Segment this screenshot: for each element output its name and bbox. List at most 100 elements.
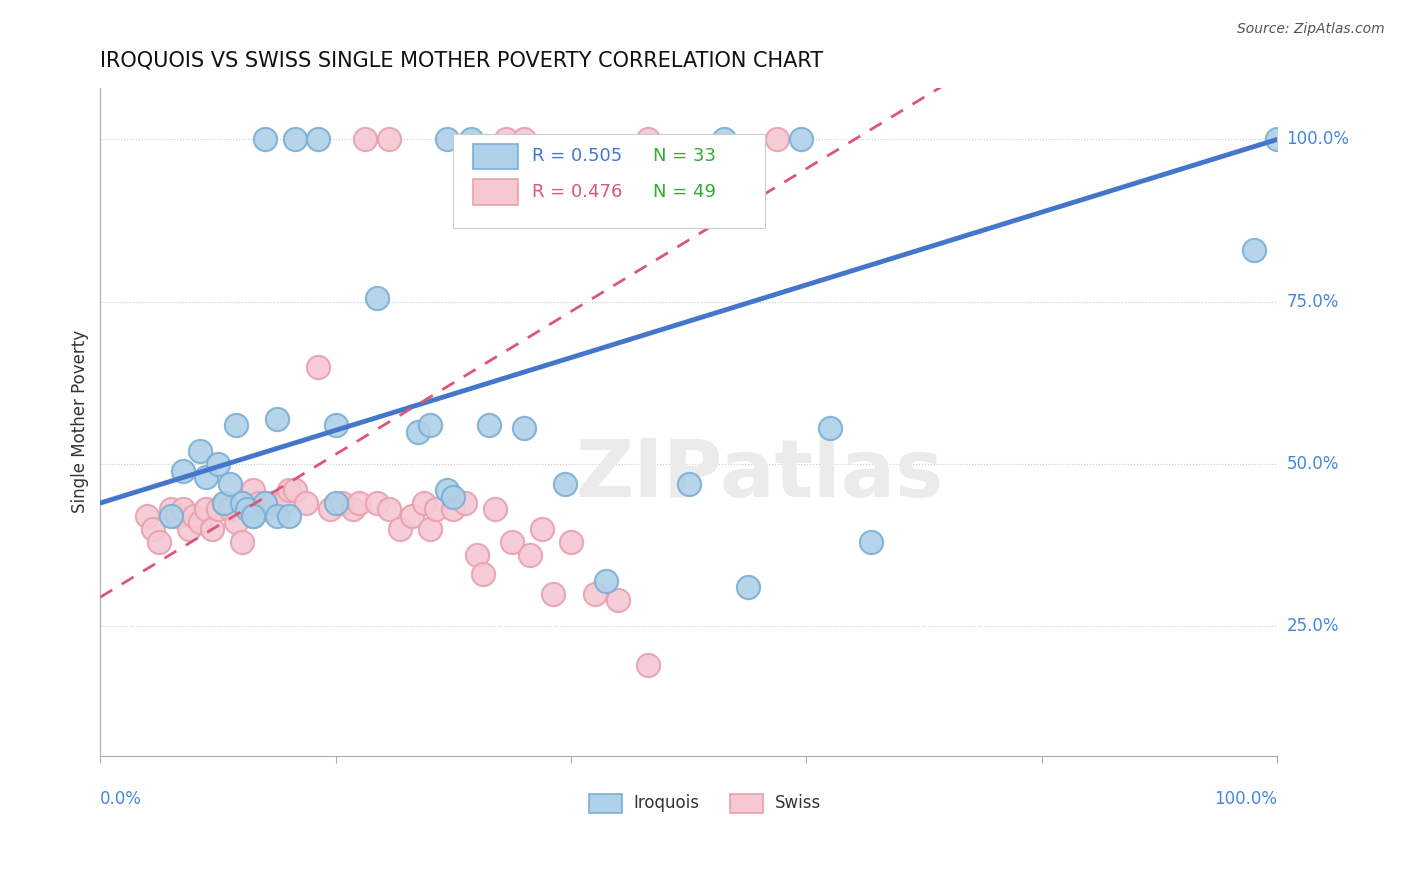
Point bbox=[560, 535, 582, 549]
Point bbox=[271, 496, 294, 510]
Point bbox=[283, 483, 305, 497]
Point bbox=[330, 496, 353, 510]
Point bbox=[413, 496, 436, 510]
Point bbox=[225, 418, 247, 433]
Point bbox=[637, 132, 659, 146]
Point bbox=[478, 418, 501, 433]
Point bbox=[142, 522, 165, 536]
Point bbox=[295, 496, 318, 510]
Point bbox=[266, 508, 288, 523]
Point bbox=[242, 508, 264, 523]
Point bbox=[436, 483, 458, 497]
FancyBboxPatch shape bbox=[730, 794, 763, 813]
Text: N = 49: N = 49 bbox=[654, 183, 717, 201]
Point bbox=[231, 535, 253, 549]
Point bbox=[266, 411, 288, 425]
Point bbox=[325, 496, 347, 510]
Text: R = 0.476: R = 0.476 bbox=[533, 183, 623, 201]
Point bbox=[231, 496, 253, 510]
Point bbox=[212, 496, 235, 510]
Point bbox=[247, 496, 270, 510]
Point bbox=[283, 132, 305, 146]
Point bbox=[595, 574, 617, 588]
Point bbox=[406, 425, 429, 439]
Point bbox=[207, 502, 229, 516]
Point bbox=[307, 132, 329, 146]
Point bbox=[183, 508, 205, 523]
Point bbox=[484, 502, 506, 516]
Point bbox=[260, 496, 283, 510]
Point bbox=[678, 476, 700, 491]
Point bbox=[207, 457, 229, 471]
Point bbox=[325, 418, 347, 433]
FancyBboxPatch shape bbox=[589, 794, 621, 813]
Point bbox=[1265, 132, 1288, 146]
Point bbox=[465, 548, 488, 562]
Text: 75.0%: 75.0% bbox=[1286, 293, 1339, 310]
Point bbox=[460, 132, 482, 146]
Point bbox=[342, 502, 364, 516]
Point bbox=[190, 516, 212, 530]
Point bbox=[501, 535, 523, 549]
Text: 0.0%: 0.0% bbox=[100, 789, 142, 807]
Point bbox=[201, 522, 224, 536]
Point bbox=[1243, 243, 1265, 257]
Point bbox=[166, 508, 188, 523]
Point bbox=[225, 516, 247, 530]
Point bbox=[860, 535, 883, 549]
Point bbox=[160, 508, 183, 523]
Point bbox=[554, 476, 576, 491]
Text: IROQUOIS VS SWISS SINGLE MOTHER POVERTY CORRELATION CHART: IROQUOIS VS SWISS SINGLE MOTHER POVERTY … bbox=[100, 51, 824, 70]
Point bbox=[277, 483, 299, 497]
Point bbox=[319, 502, 342, 516]
Point bbox=[530, 522, 553, 536]
Point bbox=[513, 421, 536, 435]
Point bbox=[441, 502, 464, 516]
Point bbox=[195, 470, 218, 484]
Point bbox=[218, 476, 240, 491]
Point bbox=[212, 496, 235, 510]
Point bbox=[377, 132, 399, 146]
Point bbox=[236, 502, 259, 516]
Point bbox=[789, 132, 811, 146]
Point bbox=[172, 464, 194, 478]
Point bbox=[242, 508, 264, 523]
Point bbox=[401, 508, 423, 523]
Point bbox=[766, 132, 789, 146]
Point bbox=[218, 502, 240, 516]
Point bbox=[713, 132, 735, 146]
Point bbox=[419, 522, 441, 536]
Point bbox=[254, 496, 277, 510]
Point bbox=[637, 658, 659, 673]
Point bbox=[583, 587, 606, 601]
Text: Iroquois: Iroquois bbox=[634, 794, 699, 812]
Point bbox=[425, 502, 447, 516]
Point bbox=[513, 132, 536, 146]
Point bbox=[436, 132, 458, 146]
FancyBboxPatch shape bbox=[474, 144, 517, 169]
Point bbox=[148, 535, 170, 549]
Point bbox=[242, 483, 264, 497]
Point bbox=[607, 593, 630, 607]
Point bbox=[254, 132, 277, 146]
Point bbox=[277, 508, 299, 523]
Point bbox=[307, 359, 329, 374]
Point bbox=[366, 496, 388, 510]
Point bbox=[519, 548, 541, 562]
FancyBboxPatch shape bbox=[453, 135, 765, 228]
Point bbox=[818, 421, 841, 435]
Point bbox=[254, 502, 277, 516]
Point bbox=[190, 444, 212, 458]
Text: Swiss: Swiss bbox=[775, 794, 821, 812]
Point bbox=[737, 581, 759, 595]
Text: 50.0%: 50.0% bbox=[1286, 455, 1339, 473]
Point bbox=[419, 418, 441, 433]
Point bbox=[172, 502, 194, 516]
FancyBboxPatch shape bbox=[474, 179, 517, 204]
Text: 25.0%: 25.0% bbox=[1286, 617, 1339, 635]
Text: N = 33: N = 33 bbox=[654, 147, 717, 165]
Text: 100.0%: 100.0% bbox=[1215, 789, 1277, 807]
Point bbox=[543, 587, 565, 601]
Point bbox=[441, 490, 464, 504]
Point bbox=[136, 508, 159, 523]
